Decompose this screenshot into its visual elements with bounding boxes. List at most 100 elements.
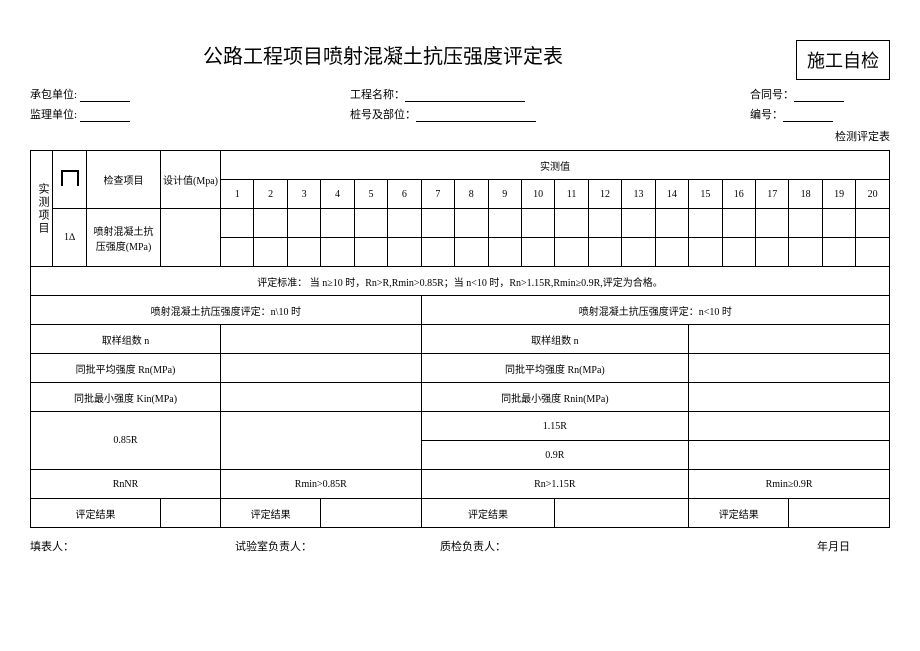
qc-label: 质检负责人： [440, 538, 645, 554]
col-num: 17 [756, 180, 789, 209]
col-num: 16 [722, 180, 755, 209]
result-val-2[interactable] [321, 499, 421, 528]
data-cell[interactable] [789, 238, 822, 267]
result-val-3[interactable] [555, 499, 689, 528]
contract-field[interactable] [794, 89, 844, 102]
data-cell[interactable] [254, 238, 287, 267]
data-cell[interactable] [555, 209, 588, 238]
data-cell[interactable] [588, 209, 621, 238]
bianhao-field[interactable] [783, 109, 833, 122]
col-num: 5 [354, 180, 387, 209]
r085-val[interactable] [221, 412, 422, 470]
data-cell[interactable] [722, 238, 755, 267]
data-cell[interactable] [287, 209, 320, 238]
avg-right-val[interactable] [689, 354, 890, 383]
r115-val[interactable] [689, 412, 890, 441]
data-cell[interactable] [856, 209, 890, 238]
data-cell[interactable] [555, 238, 588, 267]
data-cell[interactable] [689, 238, 722, 267]
data-cell[interactable] [856, 238, 890, 267]
data-cell[interactable] [221, 209, 254, 238]
r09-val[interactable] [689, 441, 890, 470]
supervisor-field[interactable] [80, 109, 130, 122]
stake-field[interactable] [416, 109, 536, 122]
col-num: 12 [588, 180, 621, 209]
col-num: 14 [655, 180, 688, 209]
data-cell[interactable] [321, 209, 354, 238]
data-cell[interactable] [388, 238, 421, 267]
vertical-label: 实测项目 [33, 183, 51, 235]
data-cell[interactable] [354, 238, 387, 267]
main-table: 实测项目 检查项目 设计值(Mpa) 实测值 1 2 3 4 5 6 7 8 9… [30, 150, 890, 528]
data-cell[interactable] [689, 209, 722, 238]
result-val-4[interactable] [789, 499, 890, 528]
result-label-1: 评定结果 [31, 499, 161, 528]
left-section-title: 喷射混凝土抗压强度评定：n\10 时 [31, 296, 422, 325]
subtitle: 检测评定表 [30, 128, 890, 144]
col-num: 19 [822, 180, 855, 209]
data-cell[interactable] [789, 209, 822, 238]
rmin085-label: Rmin>0.85R [221, 470, 422, 499]
col-num: 6 [388, 180, 421, 209]
group-n-left-label: 取样组数 n [31, 325, 221, 354]
data-cell[interactable] [321, 238, 354, 267]
result-label-4: 评定结果 [689, 499, 789, 528]
min-left-val[interactable] [221, 383, 422, 412]
lab-label: 试验室负责人： [235, 538, 440, 554]
data-cell[interactable] [822, 209, 855, 238]
data-cell[interactable] [822, 238, 855, 267]
square-icon [61, 170, 79, 186]
criteria-row: 评定标准： 当 n≥10 时，Rn>R,Rmin>0.85R；当 n<10 时，… [31, 267, 890, 296]
check-item-header: 检查项目 [87, 151, 161, 209]
right-section-title: 喷射混凝土抗压强度评定：n<10 时 [421, 296, 889, 325]
data-cell[interactable] [488, 238, 521, 267]
data-cell[interactable] [388, 209, 421, 238]
col-num: 10 [521, 180, 554, 209]
col-num: 9 [488, 180, 521, 209]
result-val-1[interactable] [161, 499, 221, 528]
data-cell[interactable] [756, 209, 789, 238]
data-cell[interactable] [221, 238, 254, 267]
data-cell[interactable] [455, 209, 488, 238]
footer-row: 填表人： 试验室负责人： 质检负责人： 年月日 [30, 538, 890, 554]
col-num: 2 [254, 180, 287, 209]
r085-label: 0.85R [31, 412, 221, 470]
data-cell[interactable] [254, 209, 287, 238]
data-cell[interactable] [354, 209, 387, 238]
project-field[interactable] [405, 89, 525, 102]
avg-left-val[interactable] [221, 354, 422, 383]
group-n-right-val[interactable] [689, 325, 890, 354]
stamp-box: 施工自检 [796, 40, 890, 80]
data-cell[interactable] [488, 209, 521, 238]
col-num: 15 [689, 180, 722, 209]
col-num: 1 [221, 180, 254, 209]
group-n-left-val[interactable] [221, 325, 422, 354]
col-num: 20 [856, 180, 890, 209]
col-num: 4 [321, 180, 354, 209]
data-cell[interactable] [521, 209, 554, 238]
data-cell[interactable] [521, 238, 554, 267]
min-left-label: 同批最小强度 Kin(MPa) [31, 383, 221, 412]
data-cell[interactable] [421, 209, 454, 238]
min-right-label: 同批最小强度 Rnin(MPa) [421, 383, 689, 412]
design-val-header: 设计值(Mpa) [161, 151, 221, 209]
data-cell[interactable] [421, 238, 454, 267]
data-cell[interactable] [622, 238, 655, 267]
design-val-cell[interactable] [161, 209, 221, 267]
data-cell[interactable] [622, 209, 655, 238]
data-cell[interactable] [287, 238, 320, 267]
col-num: 3 [287, 180, 320, 209]
data-cell[interactable] [455, 238, 488, 267]
rnnr-label: RnNR [31, 470, 221, 499]
contractor-field[interactable] [80, 89, 130, 102]
data-cell[interactable] [756, 238, 789, 267]
data-cell[interactable] [722, 209, 755, 238]
bianhao-label: 编号： [750, 109, 783, 121]
data-cell[interactable] [655, 209, 688, 238]
result-label-3: 评定结果 [421, 499, 555, 528]
min-right-val[interactable] [689, 383, 890, 412]
data-cell[interactable] [655, 238, 688, 267]
data-cell[interactable] [588, 238, 621, 267]
r115-label: 1.15R [421, 412, 689, 441]
rmin09-label: Rmin≥0.9R [689, 470, 890, 499]
